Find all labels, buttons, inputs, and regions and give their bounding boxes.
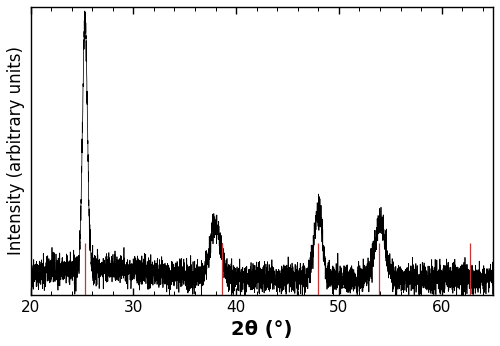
Y-axis label: Intensity (arbitrary units): Intensity (arbitrary units) bbox=[7, 46, 25, 255]
X-axis label: 2θ (°): 2θ (°) bbox=[231, 320, 292, 339]
